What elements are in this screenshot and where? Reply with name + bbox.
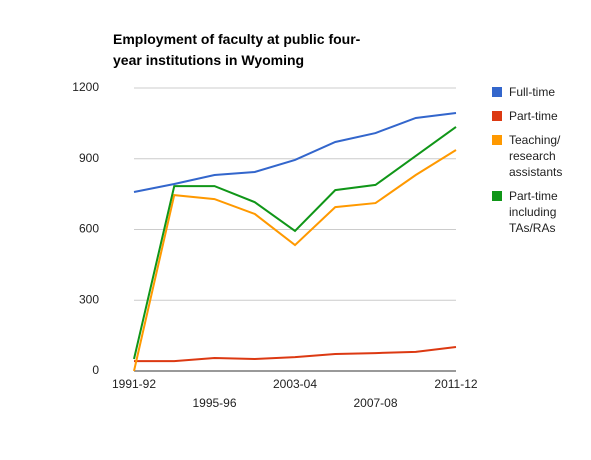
x-tick-label: 2007-08 [353, 396, 397, 410]
x-tick-label: 2003-04 [273, 377, 317, 391]
legend-item: Part-time [492, 108, 587, 124]
x-tick-label: 1991-92 [112, 377, 156, 391]
legend-item: Part-time including TAs/RAs [492, 188, 587, 236]
line-series [134, 345, 457, 363]
legend-label: Full-time [509, 85, 556, 99]
legend-swatch [492, 111, 502, 121]
legend-swatch [492, 191, 502, 201]
legend-label: Part-time [509, 109, 558, 123]
legend-item: Full-time [492, 84, 587, 100]
legend-item: Teaching/ research assistants [492, 132, 587, 180]
y-tick-label: 300 [79, 292, 99, 306]
legend-label: Teaching/ research assistants [509, 133, 563, 179]
x-tick-label: 2011-12 [434, 377, 477, 391]
legend-swatch [492, 87, 502, 97]
line-series [133, 112, 457, 193]
legend-label: Part-time including TAs/RAs [509, 189, 558, 235]
x-tick-label: 1995-96 [192, 396, 236, 410]
y-tick-label: 1200 [72, 80, 99, 94]
line-series [133, 149, 457, 372]
y-tick-label: 900 [79, 151, 99, 165]
legend: Full-time Part-time Teaching/ research ass… [492, 84, 587, 244]
y-tick-label: 0 [92, 363, 99, 377]
legend-swatch [492, 135, 502, 145]
line-series [133, 126, 457, 360]
chart-title: Employment of faculty at public four-yea… [113, 31, 361, 68]
y-tick-label: 600 [79, 222, 99, 236]
